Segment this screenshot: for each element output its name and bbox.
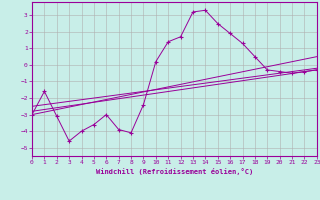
X-axis label: Windchill (Refroidissement éolien,°C): Windchill (Refroidissement éolien,°C) (96, 168, 253, 175)
